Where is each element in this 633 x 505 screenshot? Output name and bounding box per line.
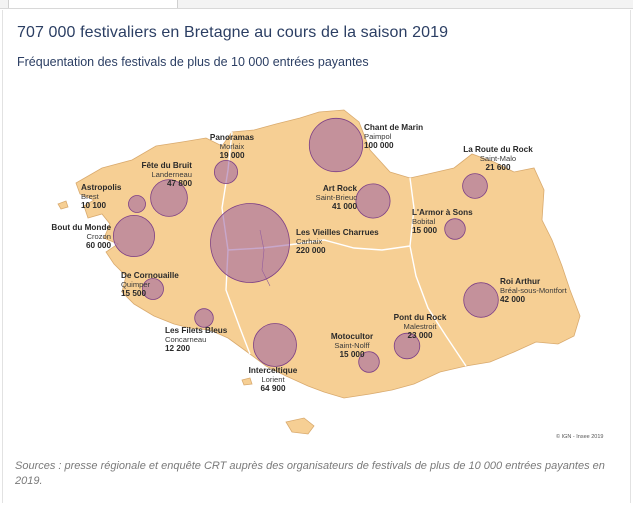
festival-name-astropolis: Astropolis: [81, 183, 122, 192]
festival-bubble-interceltique: [253, 323, 297, 367]
festival-town-les-filets-bleus: Concarneau: [165, 335, 206, 344]
festival-label-de-cornouaille: De Cornouaille Quimper 15 500: [121, 271, 179, 298]
festival-name-roi-arthur: Roi Arthur: [500, 277, 541, 286]
tab-strip: [0, 0, 633, 9]
festival-town-roi-arthur: Bréal-sous-Montfort: [500, 286, 568, 295]
festival-bubble-art-rock: [355, 183, 391, 219]
festival-bubble-bout-du-monde: [113, 214, 156, 257]
festival-bubble-roi-arthur: [463, 282, 499, 318]
festival-count-les-vieilles-charrues: 220 000: [296, 246, 326, 255]
festival-labels: Chant de Marin Paimpol 100 000 La Route du …: [51, 123, 567, 393]
ile-de-groix: [241, 377, 253, 386]
festival-town-interceltique: Lorient: [261, 375, 285, 384]
festival-name-fete-du-bruit: Fête du Bruit: [142, 161, 193, 170]
festival-town-l-armor-a-sons: Bobital: [412, 217, 436, 226]
active-tab[interactable]: [8, 0, 178, 8]
festival-town-la-route-du-rock: Saint-Malo: [480, 154, 516, 163]
festival-town-de-cornouaille: Quimper: [121, 280, 151, 289]
festival-town-les-vieilles-charrues: Carhaix: [296, 237, 322, 246]
belle-ile: [285, 417, 315, 435]
festival-count-la-route-du-rock: 21 600: [485, 163, 510, 172]
festival-count-panoramas: 19 000: [219, 151, 244, 160]
festival-bubble-astropolis: [128, 195, 146, 213]
festival-bubble-pont-du-rock: [393, 332, 421, 360]
festival-name-interceltique: Interceltique: [249, 366, 298, 375]
festival-label-la-route-du-rock: La Route du Rock Saint-Malo 21 600: [463, 145, 533, 172]
festival-count-l-armor-a-sons: 15 000: [412, 226, 437, 235]
page-title: 707 000 festivaliers en Bretagne au cour…: [17, 24, 449, 41]
festival-label-panoramas: Panoramas Morlaix 19 000: [210, 133, 255, 160]
festival-bubble-les-filets-bleus: [194, 308, 214, 328]
festival-count-de-cornouaille: 15 500: [121, 289, 146, 298]
festival-town-panoramas: Morlaix: [220, 142, 245, 151]
festival-label-art-rock: Art Rock Saint-Brieuc 41 000: [316, 184, 358, 211]
festival-town-fete-du-bruit: Landerneau: [151, 170, 192, 179]
festival-count-pont-du-rock: 23 000: [407, 331, 432, 340]
festival-label-les-filets-bleus: Les Filets Bleus Concarneau 12 200: [165, 326, 228, 353]
festival-bubble-les-vieilles-charrues: [210, 203, 290, 283]
festival-name-chant-de-marin: Chant de Marin: [364, 123, 423, 132]
festival-label-roi-arthur: Roi Arthur Bréal-sous-Montfort 42 000: [500, 277, 568, 304]
border-ille-et-vilaine: [409, 177, 467, 367]
festival-bubble-fete-du-bruit: [150, 179, 188, 217]
festival-label-motocultor: Motocultor Saint-Nolff 15 000: [331, 332, 374, 359]
festival-name-de-cornouaille: De Cornouaille: [121, 271, 179, 280]
festival-count-chant-de-marin: 100 000: [364, 141, 394, 150]
ouessant: [57, 200, 69, 210]
festival-count-fete-du-bruit: 47 800: [167, 179, 192, 188]
map-container: Chant de Marin Paimpol 100 000 La Route du …: [14, 80, 617, 452]
festival-town-pont-du-rock: Malestroit: [404, 322, 438, 331]
festival-town-art-rock: Saint-Brieuc: [316, 193, 358, 202]
festival-town-chant-de-marin: Paimpol: [364, 132, 392, 141]
map-credit: © IGN - Insee 2019: [556, 433, 603, 440]
sources-note: Sources : presse régionale et enquête CR…: [15, 460, 605, 487]
festival-bubbles: [113, 117, 499, 373]
festival-label-astropolis: Astropolis Brest 10 100: [81, 183, 122, 210]
festival-label-fete-du-bruit: Fête du Bruit Landerneau 47 800: [142, 161, 193, 188]
festival-name-les-vieilles-charrues: Les Vieilles Charrues: [296, 228, 379, 237]
festival-name-les-filets-bleus: Les Filets Bleus: [165, 326, 228, 335]
bretagne-map: Chant de Marin Paimpol 100 000 La Route du …: [51, 109, 603, 440]
festival-label-l-armor-a-sons: L'Armor à Sons Bobital 15 000: [412, 208, 473, 235]
festival-count-art-rock: 41 000: [332, 202, 357, 211]
festival-count-astropolis: 10 100: [81, 201, 106, 210]
content-panel: [2, 10, 631, 503]
festival-name-la-route-du-rock: La Route du Rock: [463, 145, 533, 154]
festival-count-interceltique: 64 900: [260, 384, 285, 393]
festival-label-pont-du-rock: Pont du Rock Malestroit 23 000: [394, 313, 447, 340]
festival-bubble-l-armor-a-sons: [444, 218, 466, 240]
festival-name-pont-du-rock: Pont du Rock: [394, 313, 447, 322]
festival-bubble-chant-de-marin: [308, 117, 364, 173]
festival-town-astropolis: Brest: [81, 192, 100, 201]
festival-count-roi-arthur: 42 000: [500, 295, 525, 304]
festival-bubble-motocultor: [358, 351, 380, 373]
festival-name-l-armor-a-sons: L'Armor à Sons: [412, 208, 473, 217]
festival-label-bout-du-monde: Bout du Monde Crozon 60 000: [51, 223, 111, 250]
festival-count-bout-du-monde: 60 000: [86, 241, 111, 250]
festival-town-bout-du-monde: Crozon: [87, 232, 111, 241]
festival-town-motocultor: Saint-Nolff: [334, 341, 370, 350]
festival-name-panoramas: Panoramas: [210, 133, 255, 142]
festival-label-interceltique: Interceltique Lorient 64 900: [249, 366, 298, 393]
festival-bubble-panoramas: [213, 160, 238, 185]
festival-name-bout-du-monde: Bout du Monde: [51, 223, 111, 232]
festival-label-les-vieilles-charrues: Les Vieilles Charrues Carhaix 220 000: [296, 228, 379, 255]
festival-count-les-filets-bleus: 12 200: [165, 344, 190, 353]
festival-bubble-de-cornouaille: [142, 278, 164, 300]
festival-count-motocultor: 15 000: [339, 350, 364, 359]
festival-name-motocultor: Motocultor: [331, 332, 374, 341]
map-subtitle: Fréquentation des festivals de plus de 1…: [17, 55, 369, 69]
festival-name-art-rock: Art Rock: [323, 184, 358, 193]
festival-bubble-la-route-du-rock: [462, 173, 488, 199]
festival-label-chant-de-marin: Chant de Marin Paimpol 100 000: [364, 123, 423, 150]
